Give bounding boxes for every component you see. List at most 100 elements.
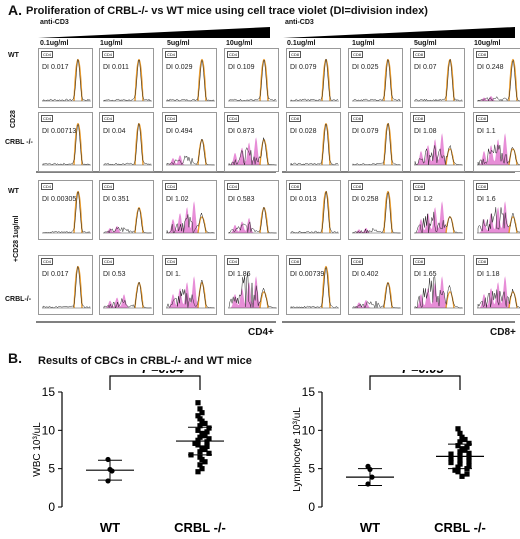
- cd4-division-index: DI 0.011: [103, 64, 129, 71]
- wbc-point-crbl: [188, 452, 194, 458]
- cd4-histogram-tag: CD4: [227, 115, 240, 122]
- lymph-point-crbl: [462, 436, 468, 443]
- cd4-histogram-r0-c0: CD4 DI 0.017: [38, 48, 93, 108]
- cd4-histogram-tag: CD4: [165, 183, 178, 190]
- panel-a-letter: A.: [8, 2, 22, 18]
- lymphocyte-scatter-chart: 0 5 10 15 Lymphocyte 10³/uL WT CRBL -/- P=0.05: [292, 370, 486, 535]
- cd8-histogram-r1-c0: CD8 DI 0.028: [286, 112, 341, 172]
- cd8-histogram-r2-c1: CD8 DI 0.258: [348, 180, 403, 240]
- wbc-point-crbl: [197, 406, 203, 412]
- cd4-histogram-r2-c1: CD4 DI 0.351: [99, 180, 154, 240]
- cd8-histogram-tag: CD8: [476, 183, 489, 190]
- lymph-point-crbl: [459, 473, 465, 479]
- wbc-point-crbl: [199, 456, 205, 463]
- lymph-point-crbl: [448, 451, 454, 457]
- lymph-point-crbl: [466, 458, 472, 464]
- lymph-point-crbl: [455, 443, 461, 449]
- lymph-point-crbl: [457, 461, 463, 467]
- wbc-point-wt: [109, 468, 115, 474]
- wbc-point-crbl: [204, 439, 210, 445]
- cd4-division-index: DI 0.583: [228, 196, 255, 203]
- lymph-point-crbl: [466, 463, 472, 469]
- cd4-division-index: DI 0.53: [103, 271, 126, 278]
- wbc-x-category-label: CRBL -/-: [174, 520, 226, 535]
- cd8-histogram-r1-c1: CD8 DI 0.079: [348, 112, 403, 172]
- lymph-significance-bracket: [369, 375, 461, 390]
- lymph-point-crbl: [464, 466, 470, 472]
- panel-b-title: Results of CBCs in CRBL-/- and WT mice: [38, 355, 252, 367]
- cd4-histogram-tag: CD4: [227, 183, 240, 190]
- wbc-p-value: P=0.04: [142, 370, 184, 376]
- cd8-division-index: DI 1.08: [414, 128, 437, 135]
- row-label-crbl-2: CRBL-/-: [5, 296, 32, 303]
- cd4-histogram-tag: CD4: [165, 51, 178, 58]
- wbc-point-crbl: [204, 443, 210, 450]
- cd4-histogram-tag: CD4: [227, 258, 240, 265]
- wbc-point-crbl: [202, 446, 208, 453]
- cd4-histogram-r1-c3: CD4 DI 0.873: [224, 112, 279, 172]
- wbc-point-crbl: [195, 413, 201, 419]
- cd4-gradient-triangle: [38, 27, 270, 38]
- wbc-point-crbl: [206, 436, 212, 442]
- cd8-histogram-tag: CD8: [351, 115, 364, 122]
- lymph-point-crbl: [452, 467, 458, 473]
- lymph-point-crbl: [459, 434, 465, 440]
- cd4-histogram-tag: CD4: [165, 258, 178, 265]
- cd8-histogram-r0-c0: CD8 DI 0.079: [286, 48, 341, 108]
- cd8-histogram-r2-c2: CD8 DI 1.2: [410, 180, 465, 240]
- wbc-point-crbl: [204, 429, 210, 435]
- wbc-y-tick-label: 10: [42, 423, 56, 437]
- cd8-histogram-tag: CD8: [289, 258, 302, 265]
- cd4-section-label: CD4+: [248, 327, 274, 338]
- lymph-point-crbl: [455, 426, 461, 432]
- wbc-x-category-label: WT: [100, 520, 120, 535]
- wbc-point-crbl: [199, 430, 205, 436]
- cd4-histogram-tag: CD4: [165, 115, 178, 122]
- lymph-point-crbl: [457, 439, 463, 445]
- lymph-point-crbl: [448, 459, 454, 466]
- cd4-histogram-r3-c0: CD4 DI 0.017: [38, 255, 93, 315]
- cd4-histogram-r3-c3: CD4 DI 1.86: [224, 255, 279, 315]
- cd4-division-index: DI 0.029: [166, 64, 193, 71]
- wbc-y-tick-label: 0: [48, 500, 55, 514]
- cd4-histogram-r1-c2: CD4 DI 0.494: [162, 112, 217, 172]
- cd4-histogram-r0-c2: CD4 DI 0.029: [162, 48, 217, 108]
- wbc-point-crbl: [199, 466, 205, 472]
- cd4-conc-3: 10ug/ml: [226, 40, 253, 47]
- wbc-point-crbl: [199, 445, 205, 451]
- cd8-division-index: DI 1.65: [414, 271, 437, 278]
- cd8-division-index: DI 0.402: [352, 271, 379, 278]
- cd8-division-index: DI 0.00739: [290, 271, 325, 278]
- lymph-y-tick-label: 15: [302, 385, 316, 399]
- separator-lines: [36, 171, 515, 323]
- row-label-crbl-1: CRBL -/-: [5, 139, 33, 146]
- lymph-y-tick-label: 0: [308, 500, 315, 514]
- row-label-wt-1: WT: [8, 52, 19, 59]
- cd8-histogram-tag: CD8: [289, 51, 302, 58]
- wbc-point-crbl: [195, 427, 201, 433]
- cd8-division-index: DI 0.079: [290, 64, 317, 71]
- lymph-point-crbl: [448, 456, 454, 462]
- cd8-division-index: DI 0.258: [352, 196, 379, 203]
- lymph-y-tick-label: 10: [302, 423, 316, 437]
- cd4-division-index: DI 0.00305: [42, 196, 77, 203]
- cd8-division-index: DI 0.07: [414, 64, 437, 71]
- wbc-y-tick-label: 15: [42, 385, 56, 399]
- cd8-histogram-r1-c2: CD8 DI 1.08: [410, 112, 465, 172]
- wbc-point-crbl: [199, 418, 205, 424]
- wbc-point-crbl: [206, 450, 212, 456]
- cd4-histogram-tag: CD4: [102, 258, 115, 265]
- cd8-histogram-r3-c3: CD8 DI 1.18: [473, 255, 520, 315]
- cd4-histogram-r1-c0: CD4 DI 0.00713: [38, 112, 93, 172]
- cd8-histogram-tag: CD8: [289, 115, 302, 122]
- cd8-histogram-tag: CD8: [476, 258, 489, 265]
- cd4-histogram-r3-c2: CD4 DI 1.: [162, 255, 217, 315]
- lymph-point-crbl: [459, 446, 465, 452]
- lymph-point-crbl: [464, 471, 470, 477]
- panel-a-title: Proliferation of CRBL-/- vs WT mice usin…: [26, 5, 428, 17]
- lymph-x-category-label: CRBL -/-: [434, 520, 486, 535]
- cd8-histogram-tag: CD8: [476, 51, 489, 58]
- wbc-point-wt: [105, 478, 111, 484]
- cd4-conc-0: 0.1ug/ml: [40, 40, 69, 47]
- wbc-significance-bracket: [109, 375, 201, 390]
